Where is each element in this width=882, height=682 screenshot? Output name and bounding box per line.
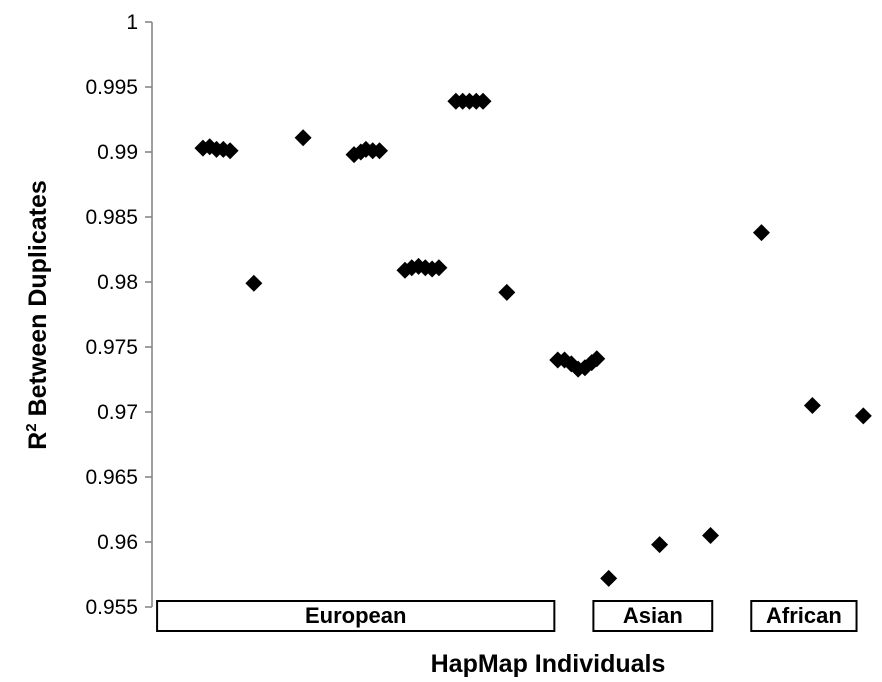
y-tick-label: 0.97 bbox=[97, 401, 138, 424]
data-point bbox=[651, 536, 669, 554]
y-tick-label: 0.98 bbox=[97, 271, 138, 294]
y-axis-title-rest: Between Duplicates bbox=[24, 180, 52, 423]
y-tick-label: 0.96 bbox=[97, 531, 138, 554]
data-point bbox=[854, 407, 872, 425]
data-point bbox=[588, 350, 606, 368]
y-tick-label: 0.995 bbox=[85, 76, 138, 99]
y-tick-label: 0.985 bbox=[85, 206, 138, 229]
y-tick-label: 0.99 bbox=[97, 141, 138, 164]
data-point bbox=[803, 397, 821, 414]
y-axis: 1 0.995 0.99 0.985 0.98 0.975 0.97 0.965 0.96 0.9… bbox=[85, 11, 153, 619]
data-point bbox=[245, 274, 263, 292]
group-box bbox=[592, 600, 714, 632]
data-point bbox=[474, 92, 492, 110]
group-label: European bbox=[305, 603, 406, 628]
data-point bbox=[221, 142, 239, 160]
y-tick-label: 0.955 bbox=[85, 596, 138, 619]
data-point bbox=[294, 129, 312, 147]
data-point bbox=[752, 224, 770, 242]
y-tick-label: 0.975 bbox=[85, 336, 138, 359]
data-point bbox=[370, 142, 388, 160]
y-tick-label: 0.965 bbox=[85, 466, 138, 489]
y-axis-title-superscript: 2 bbox=[23, 423, 40, 431]
x-axis-title: HapMap Individuals bbox=[431, 650, 666, 678]
group-label: Asian bbox=[623, 603, 683, 628]
group-box bbox=[750, 600, 858, 632]
y-axis-title-main: R bbox=[24, 432, 52, 450]
data-point bbox=[430, 259, 448, 277]
data-point bbox=[600, 569, 618, 587]
data-points bbox=[194, 92, 872, 587]
group-labels: European Asian African bbox=[156, 600, 858, 632]
data-point bbox=[702, 527, 720, 544]
y-axis-title: R2 Between Duplicates bbox=[23, 180, 52, 450]
group-label: African bbox=[766, 603, 842, 628]
group-box bbox=[156, 600, 556, 632]
y-tick-label: 1 bbox=[126, 11, 138, 34]
data-point bbox=[498, 283, 516, 301]
